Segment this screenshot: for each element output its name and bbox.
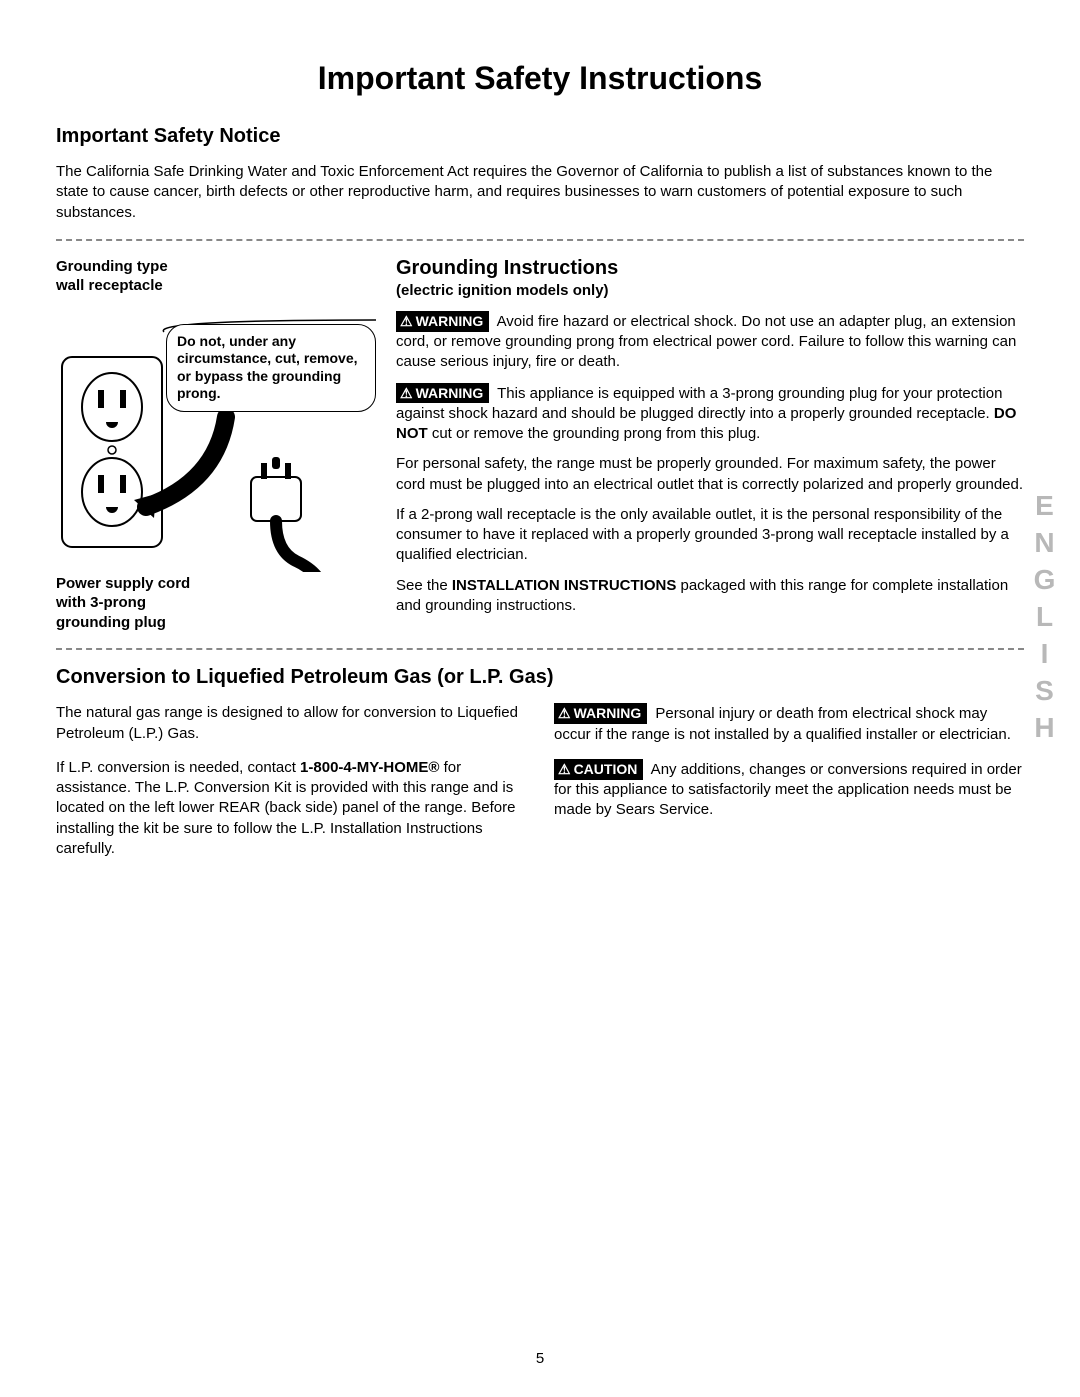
divider-bottom	[56, 648, 1024, 650]
warning-badge: ⚠WARNING	[554, 703, 647, 724]
lp-columns: The natural gas range is designed to all…	[56, 703, 1024, 873]
lp-heading: Conversion to Liquefied Petroleum Gas (o…	[56, 666, 1024, 689]
warning-icon: ⚠	[558, 704, 571, 723]
diagram-callout: Do not, under any circumstance, cut, rem…	[166, 324, 376, 412]
warning-icon: ⚠	[400, 384, 413, 403]
warning-label: WARNING	[416, 313, 484, 329]
warning-icon: ⚠	[558, 760, 571, 779]
diagram-bottom-l2: with 3-prong	[56, 594, 146, 611]
warning-label: WARNING	[416, 385, 484, 401]
lp-caution: ⚠CAUTION Any additions, changes or conve…	[554, 759, 1024, 821]
lp-left-p1: The natural gas range is designed to all…	[56, 703, 526, 744]
side-language-label: ENGLISH	[1028, 490, 1060, 749]
diagram-illustration: Do not, under any circumstance, cut, rem…	[56, 302, 376, 572]
warning-label: WARNING	[574, 705, 642, 721]
warning-badge: ⚠WARNING	[396, 311, 489, 332]
grounding-subheading: (electric ignition models only)	[396, 282, 1024, 299]
diagram-top-label-l1: Grounding type	[56, 258, 168, 275]
lp-left-p2-pre: If L.P. conversion is needed, contact	[56, 759, 300, 776]
grounding-warning-2: ⚠WARNING This appliance is equipped with…	[396, 383, 1024, 445]
notice-body: The California Safe Drinking Water and T…	[56, 162, 1024, 223]
divider-top	[56, 239, 1024, 241]
diagram-top-label-l2: wall receptacle	[56, 277, 163, 294]
para5-bold: INSTALLATION INSTRUCTIONS	[452, 577, 676, 594]
diagram-column: Grounding type wall receptacle	[56, 257, 376, 633]
grounding-para3: For personal safety, the range must be p…	[396, 454, 1024, 495]
mid-section: Grounding type wall receptacle	[56, 257, 1024, 633]
lp-left-p2-bold: 1-800-4-MY-HOME®	[300, 759, 439, 776]
grounding-warning-1: ⚠WARNING Avoid fire hazard or electrical…	[396, 311, 1024, 373]
para5-pre: See the	[396, 577, 452, 594]
lp-left-col: The natural gas range is designed to all…	[56, 703, 526, 873]
grounding-heading: Grounding Instructions	[396, 257, 1024, 280]
diagram-bottom-l1: Power supply cord	[56, 575, 190, 592]
warning-icon: ⚠	[400, 312, 413, 331]
caution-label: CAUTION	[574, 761, 638, 777]
lp-right-col: ⚠WARNING Personal injury or death from e…	[554, 703, 1024, 873]
warning-badge: ⚠WARNING	[396, 383, 489, 404]
warning2-post: cut or remove the grounding prong from t…	[428, 425, 761, 442]
lp-section: Conversion to Liquefied Petroleum Gas (o…	[56, 666, 1024, 873]
grounding-column: Grounding Instructions (electric ignitio…	[396, 257, 1024, 626]
lp-warning: ⚠WARNING Personal injury or death from e…	[554, 703, 1024, 745]
diagram-top-label: Grounding type wall receptacle	[56, 257, 376, 296]
grounding-para5: See the INSTALLATION INSTRUCTIONS packag…	[396, 576, 1024, 617]
notice-heading: Important Safety Notice	[56, 125, 1024, 148]
page-title: Important Safety Instructions	[56, 60, 1024, 97]
grounding-para4: If a 2-prong wall receptacle is the only…	[396, 505, 1024, 566]
lp-left-p2: If L.P. conversion is needed, contact 1-…	[56, 758, 526, 859]
diagram-bottom-label: Power supply cord with 3-prong grounding…	[56, 574, 376, 633]
diagram-bottom-l3: grounding plug	[56, 614, 166, 631]
page-number: 5	[0, 1350, 1080, 1367]
caution-badge: ⚠CAUTION	[554, 759, 643, 780]
